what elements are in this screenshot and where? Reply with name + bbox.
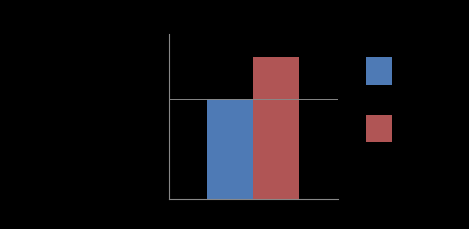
Bar: [207, 99, 253, 199]
Bar: [253, 57, 299, 199]
